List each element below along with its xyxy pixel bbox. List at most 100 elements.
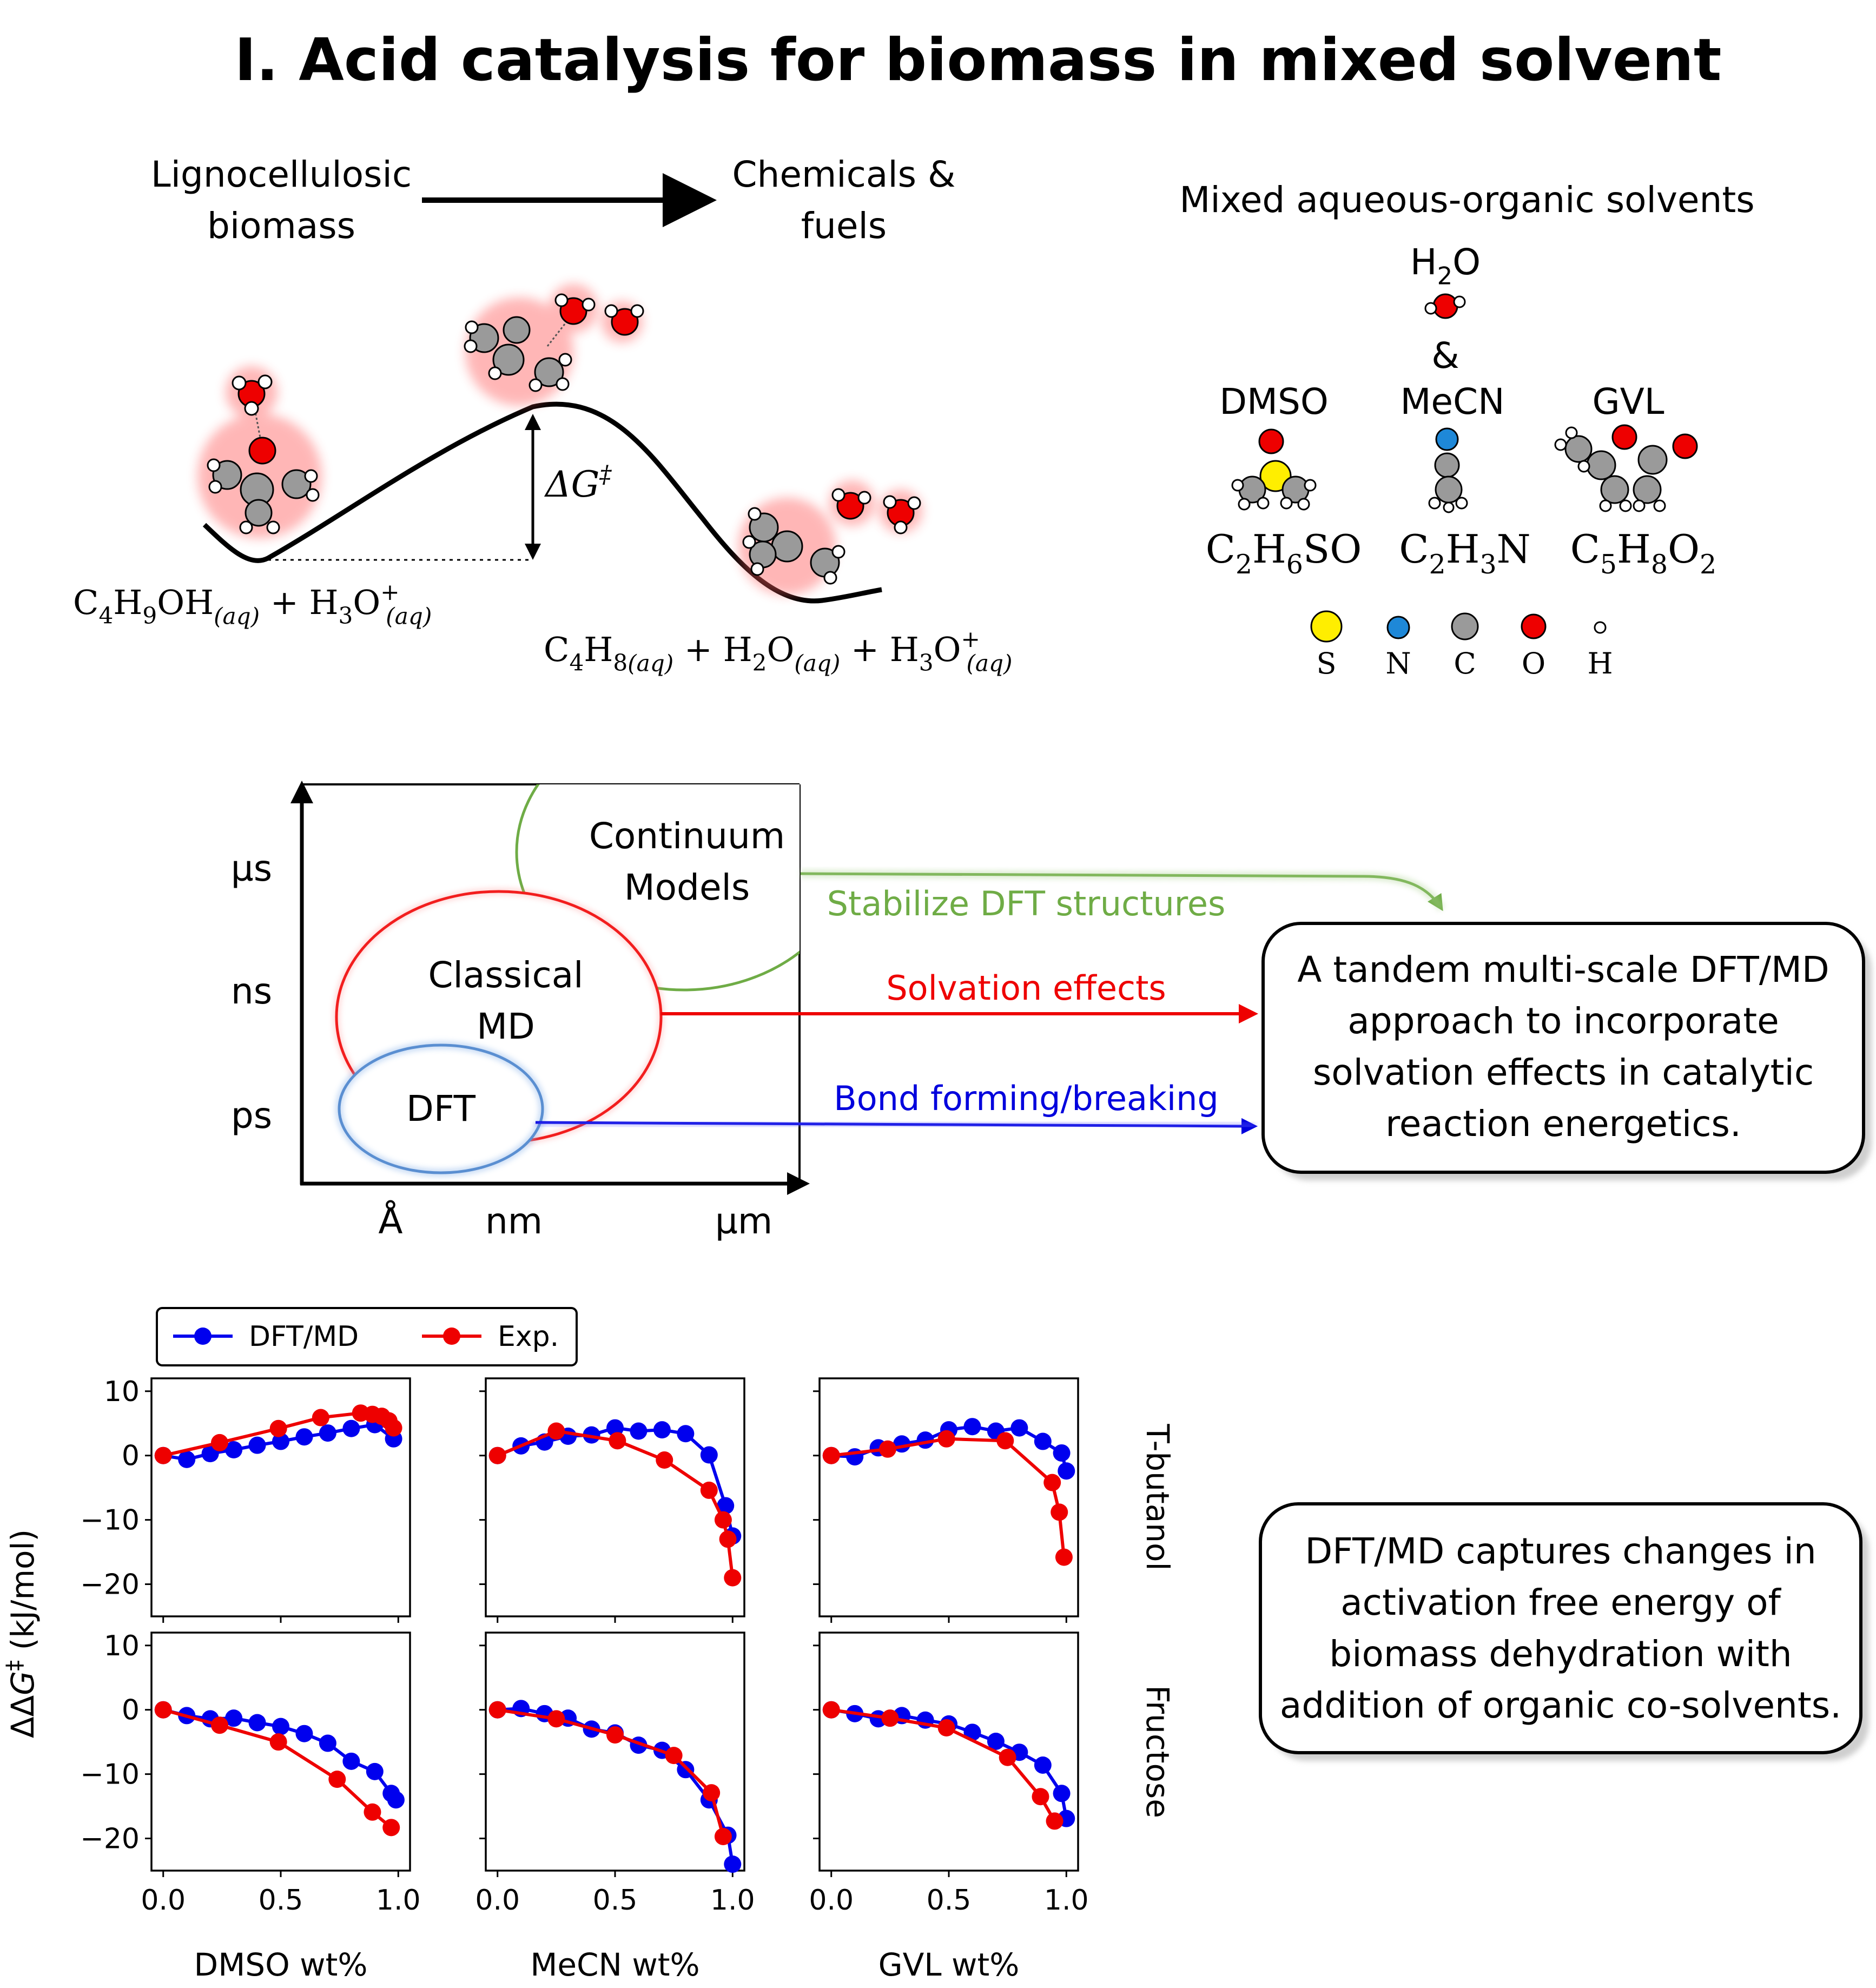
summary-line-1: A tandem multi-scale DFT/MD [1297, 949, 1829, 990]
water-label: H2O [1410, 241, 1481, 290]
biomass-label-line1: Lignocellulosic [151, 154, 412, 195]
data-point-dftmd [583, 1426, 600, 1444]
data-point-exp [211, 1716, 229, 1734]
dmso-molecule [1231, 428, 1317, 511]
solvation-label: Solvation effects [886, 968, 1166, 1008]
data-point-dftmd [178, 1450, 196, 1468]
legend-label: Exp. [498, 1320, 559, 1353]
x-tick-label: 0.0 [809, 1884, 854, 1917]
data-point-dftmd [630, 1422, 648, 1440]
data-point-exp [703, 1784, 721, 1802]
data-point-exp [488, 1447, 506, 1464]
chart-legend: DFT/MD Exp. [156, 1307, 578, 1366]
atom-legend: S N C O H [1310, 610, 1613, 681]
data-point-exp [937, 1719, 955, 1736]
x-tick-angstrom: Å [378, 1200, 402, 1242]
chart-panel-fructose-mecn: 0.0 0.5 1.0 [475, 1632, 755, 1917]
y-axis-label: ΔΔG‡ (kJ/mol) [2, 1529, 41, 1738]
data-point-exp [881, 1709, 899, 1727]
y-tick-label: 0 [122, 1694, 140, 1727]
continuum-label-line1: Continuum [589, 815, 785, 857]
atom-legend-n: N [1385, 646, 1411, 681]
summary-line-2: approach to incorporate [1347, 1000, 1779, 1042]
data-point-dftmd [1053, 1785, 1071, 1802]
panel-frame [150, 1632, 411, 1872]
data-point-exp [606, 1726, 624, 1744]
data-point-dftmd [272, 1432, 289, 1450]
conclusion-line-1: DFT/MD captures changes in [1305, 1530, 1816, 1572]
data-point-exp [822, 1447, 840, 1464]
bond-label: Bond forming/breaking [834, 1079, 1219, 1118]
gvl-molecule [1554, 424, 1698, 512]
data-point-dftmd [653, 1421, 671, 1439]
data-point-exp [1051, 1503, 1068, 1521]
data-point-exp [364, 1803, 381, 1821]
x-tick-label: 1.0 [710, 1884, 755, 1917]
x-tick-label: 1.0 [1044, 1884, 1089, 1917]
gvl-name: GVL [1592, 381, 1664, 422]
chart-panel-t-butanol-mecn [479, 1377, 745, 1623]
data-point-dftmd [1034, 1432, 1052, 1450]
solvents-heading: Mixed aqueous-organic solvents [1179, 179, 1754, 221]
y-tick-label: 10 [104, 1376, 140, 1408]
data-point-exp [269, 1733, 287, 1751]
data-point-dftmd [342, 1419, 360, 1437]
x-tick-nm: nm [485, 1200, 543, 1242]
data-point-exp [656, 1451, 673, 1469]
data-point-dftmd [724, 1855, 742, 1873]
x-tick-label: 0.5 [593, 1884, 638, 1917]
barrier-label: ΔG‡ [544, 461, 612, 505]
data-point-exp [547, 1422, 565, 1440]
y-tick-label: −20 [80, 1823, 140, 1855]
legend-marker [443, 1327, 460, 1345]
y-tick-label: −20 [80, 1569, 140, 1601]
data-point-dftmd [225, 1441, 243, 1458]
x-tick-label: 0.5 [927, 1884, 972, 1917]
chart-panel-fructose-dmso: 10 0 −10 −200.0 0.5 1.0 [80, 1630, 420, 1917]
data-point-dftmd [295, 1428, 313, 1446]
conclusion-line-4: addition of organic co-solvents. [1280, 1685, 1841, 1726]
data-point-exp [1055, 1548, 1073, 1566]
dft-label: DFT [406, 1088, 476, 1130]
data-point-dftmd [366, 1762, 384, 1780]
panel-frame [485, 1377, 745, 1617]
data-point-exp [714, 1511, 732, 1529]
conclusion: DFT/MD captures changes in activation fr… [1259, 1502, 1869, 1761]
conclusion-box [1259, 1502, 1862, 1754]
x-tick-label: 1.0 [376, 1884, 421, 1917]
dmso-name: DMSO [1219, 381, 1329, 422]
atom-legend-n-marker [1386, 616, 1410, 639]
data-point-dftmd [677, 1761, 695, 1779]
data-point-dftmd [606, 1419, 624, 1437]
x-axis-label: MeCN wt% [530, 1946, 699, 1983]
summary-line-4: reaction energetics. [1385, 1103, 1741, 1145]
data-point-dftmd [248, 1714, 266, 1732]
reactants-label: C4H9OH(aq) + H3O+ (aq) [73, 579, 432, 630]
data-point-dftmd [272, 1718, 289, 1735]
mecn-name: MeCN [1400, 381, 1504, 422]
data-point-dftmd [677, 1425, 695, 1443]
mecn-formula: C2H3N [1399, 526, 1530, 580]
reactant-molecule [197, 366, 322, 538]
data-point-exp [609, 1432, 626, 1450]
atom-legend-h-marker [1594, 621, 1607, 634]
x-axis-label: DMSO wt% [194, 1946, 368, 1983]
chart-panel-fructose-gvl: 0.0 0.5 1.0 [809, 1632, 1089, 1917]
data-point-exp [937, 1430, 955, 1448]
stabilize-label: Stabilize DFT structures [827, 884, 1226, 923]
atom-legend-c-marker [1451, 612, 1479, 640]
data-point-exp [1046, 1812, 1063, 1830]
data-point-dftmd [1034, 1756, 1052, 1774]
gvl-formula: C5H8O2 [1570, 526, 1716, 580]
continuum-label-line2: Models [624, 867, 750, 908]
data-point-exp [879, 1440, 897, 1458]
dmso-formula: C2H6SO [1206, 526, 1362, 580]
data-point-exp [1043, 1474, 1061, 1491]
data-point-dftmd [717, 1497, 735, 1515]
data-point-dftmd [295, 1725, 313, 1742]
energy-profile: ΔG‡ C4H9OH(aq) + H3O+ (aq) C4H8(aq) + H2O… [73, 284, 1012, 677]
data-point-exp [328, 1771, 346, 1788]
classical-label-line1: Classical [428, 954, 583, 996]
